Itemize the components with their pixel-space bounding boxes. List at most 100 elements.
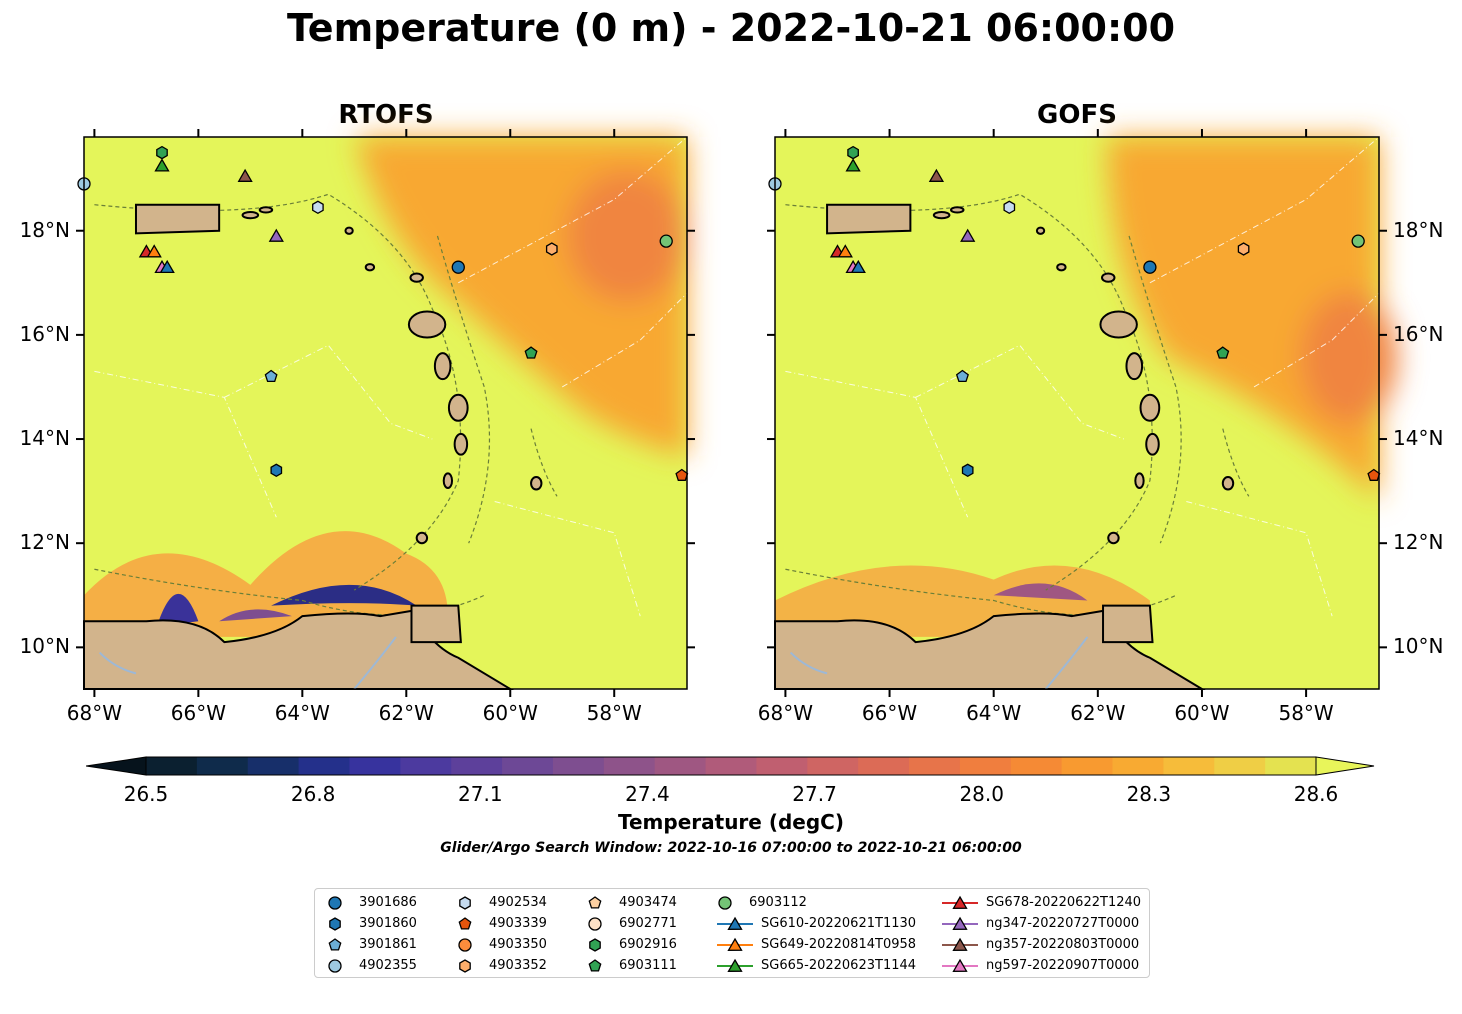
- lon-tick-label-right: 60°W: [1174, 701, 1230, 725]
- warm-water-region: [355, 137, 687, 458]
- legend-marker: [727, 937, 743, 951]
- marker-SG665-20220623T1144: [154, 158, 170, 172]
- colorbar-segment: [1214, 757, 1266, 775]
- colorbar-segment: [858, 757, 910, 775]
- land-masses: [774, 203, 1235, 690]
- legend-label: SG610-20220621T1130: [761, 916, 917, 931]
- colorbar-segment: [196, 757, 249, 775]
- legend-marker-icon: [589, 938, 601, 952]
- lat-tick-label-right: 14°N: [1393, 426, 1444, 451]
- marker-6903111: [524, 346, 538, 359]
- legend-marker-icon: [588, 917, 602, 931]
- legend-marker: [588, 959, 602, 972]
- legend: 3901686 3901860 3901861 4902355 4902534 49033…: [314, 888, 1150, 978]
- colorbar-label: Temperature (degC): [618, 810, 844, 834]
- lat-tick-label-right: 18°N: [1393, 217, 1444, 242]
- colorbar-tick-label: 28.0: [959, 782, 1004, 806]
- legend-marker-icon: [718, 896, 732, 910]
- legend-label: 4902534: [489, 895, 547, 910]
- legend-label: 4903339: [489, 916, 547, 931]
- legend-label: 3901686: [359, 895, 417, 910]
- lat-tick-label-left: 16°N: [19, 321, 70, 346]
- land-masses: [83, 203, 543, 690]
- legend-marker: [727, 916, 743, 930]
- colorbar-segment: [502, 757, 554, 775]
- lat-tick-label-right: 16°N: [1393, 321, 1444, 346]
- legend-label: ng357-20220803T0000: [986, 937, 1140, 952]
- legend-marker-icon: [459, 896, 471, 910]
- lon-tick-label-right: 66°W: [861, 701, 918, 725]
- colorbar-min-extend: [86, 756, 147, 776]
- legend-label: ng597-20220907T0000: [986, 958, 1140, 973]
- legend-marker-icon: [717, 937, 753, 951]
- lat-tick-label-left: 18°N: [19, 217, 70, 242]
- colorbar-tick-label: 27.1: [458, 782, 503, 806]
- legend-label: 6903112: [749, 895, 807, 910]
- colorbar-segment: [654, 757, 707, 775]
- colorbar-segment: [807, 757, 859, 775]
- legend-label: 6902771: [619, 916, 677, 931]
- legend-marker-icon: [717, 958, 753, 972]
- marker-6902916: [156, 145, 168, 160]
- legend-marker: [952, 937, 968, 951]
- colorbar-tick-label: 26.8: [290, 782, 336, 806]
- rivers: [98, 636, 397, 690]
- maritime-boundaries: [785, 136, 1380, 617]
- lat-tick-label-right: 10°N: [1393, 634, 1444, 659]
- legend-label: 3901861: [359, 937, 417, 952]
- legend-marker: [458, 917, 472, 930]
- legend-marker: [328, 896, 342, 910]
- legend-marker: [727, 958, 743, 972]
- legend-label: SG649-20220814T0958: [761, 937, 917, 952]
- colorbar-tick-label: 27.7: [792, 782, 837, 806]
- colorbar-segment: [247, 757, 300, 775]
- bathymetry-contours: [785, 193, 1250, 616]
- legend-marker-icon: [458, 938, 472, 952]
- axis-ticks: [76, 129, 695, 697]
- marker-SG649-20220814T0958: [837, 244, 853, 258]
- colorbar-segment: [400, 757, 452, 775]
- legend-marker-icon: [942, 958, 978, 972]
- lon-tick-label-left: 66°W: [170, 701, 226, 725]
- marker-ng347-20220727T0000: [960, 228, 976, 242]
- colorbar-segment: [603, 757, 656, 775]
- legend-marker-icon: [328, 959, 342, 973]
- rivers: [789, 636, 1089, 690]
- legend-marker: [459, 959, 471, 973]
- marker-6902916: [847, 145, 859, 160]
- colorbar-segment: [349, 757, 401, 775]
- marker-3901861: [264, 369, 278, 383]
- colorbar-tick-label: 28.3: [1126, 782, 1172, 806]
- lon-tick-label-left: 62°W: [378, 701, 434, 725]
- observation-markers: [768, 145, 1381, 481]
- marker-4903352: [545, 242, 558, 256]
- colorbar-segment: [756, 757, 808, 775]
- observation-markers: [77, 145, 689, 481]
- legend-label: SG678-20220622T1240: [986, 895, 1142, 910]
- marker-3901861: [955, 369, 969, 383]
- marker-ng347-20220727T0000: [268, 228, 284, 242]
- legend-marker-icon: [717, 916, 753, 930]
- legend-marker-icon: [328, 938, 342, 951]
- figure-title: Temperature (0 m) - 2022-10-21 06:00:00: [286, 6, 1176, 50]
- colorbar-tick-label: 27.4: [625, 782, 670, 806]
- legend-marker: [458, 938, 472, 952]
- colorbar-segment: [705, 757, 757, 775]
- colorbar-segment: [146, 757, 198, 775]
- marker-3901860: [270, 463, 283, 478]
- temperature-colorbar: [86, 756, 1375, 776]
- legend-marker-icon: [328, 896, 342, 910]
- legend-label: ng347-20220727T0000: [986, 916, 1140, 931]
- colorbar-segment: [1061, 757, 1114, 775]
- colorbar-tick-label: 28.6: [1293, 782, 1339, 806]
- marker-ng357-20220803T0000: [237, 168, 253, 182]
- colorbar-segment: [1163, 757, 1215, 775]
- lon-tick-label-right: 62°W: [1070, 701, 1126, 725]
- lon-tick-label-left: 58°W: [586, 701, 642, 725]
- marker-6903112: [1351, 234, 1365, 248]
- marker-SG649-20220814T0958: [146, 244, 162, 258]
- warm-water-region: [1107, 137, 1398, 502]
- legend-marker: [952, 895, 968, 909]
- marker-4902534: [312, 200, 324, 215]
- colorbar-segment: [1010, 757, 1063, 775]
